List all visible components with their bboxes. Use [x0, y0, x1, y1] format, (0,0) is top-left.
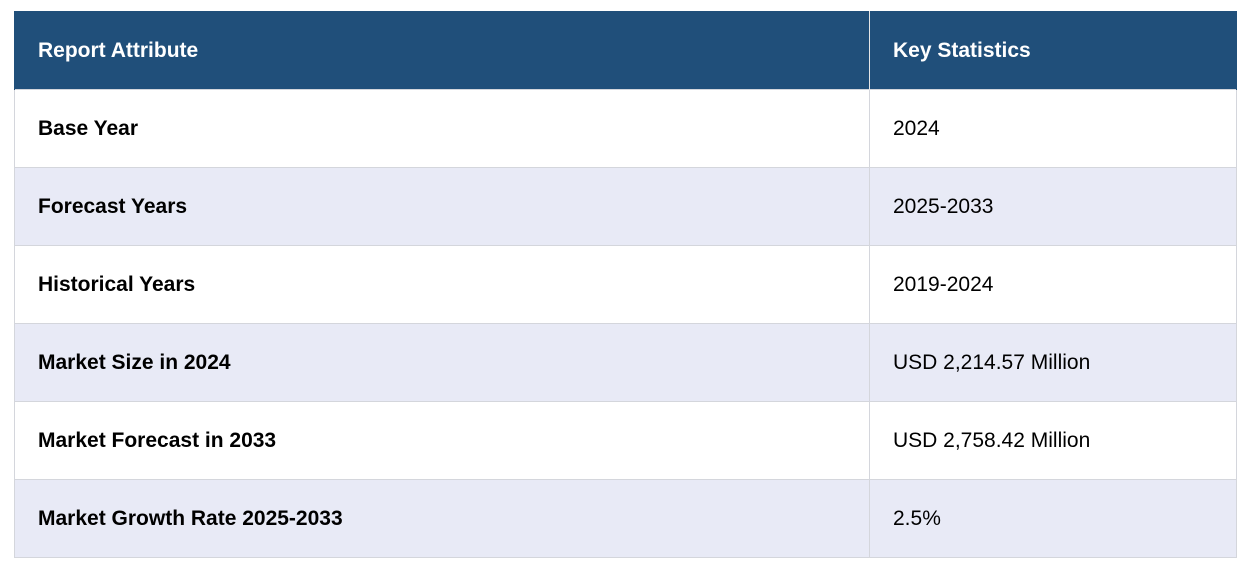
row-attribute: Forecast Years [14, 167, 870, 246]
row-attribute: Market Growth Rate 2025-2033 [14, 479, 870, 558]
row-value: 2019-2024 [869, 245, 1237, 324]
row-value: 2.5% [869, 479, 1237, 558]
table-body: Base Year 2024 Forecast Years 2025-2033 … [14, 89, 1237, 558]
header-key-statistics: Key Statistics [869, 11, 1237, 90]
table-row: Market Forecast in 2033 USD 2,758.42 Mil… [14, 401, 1237, 480]
table-row: Market Growth Rate 2025-2033 2.5% [14, 479, 1237, 558]
row-value: 2025-2033 [869, 167, 1237, 246]
table-row: Forecast Years 2025-2033 [14, 167, 1237, 246]
row-attribute: Market Forecast in 2033 [14, 401, 870, 480]
table-header: Report Attribute Key Statistics [14, 11, 1237, 90]
row-attribute: Historical Years [14, 245, 870, 324]
row-value: 2024 [869, 89, 1237, 168]
row-attribute: Base Year [14, 89, 870, 168]
row-attribute: Market Size in 2024 [14, 323, 870, 402]
report-attributes-table: Report Attribute Key Statistics Base Yea… [14, 11, 1237, 558]
header-report-attribute: Report Attribute [14, 11, 870, 90]
table-row: Base Year 2024 [14, 89, 1237, 168]
row-value: USD 2,758.42 Million [869, 401, 1237, 480]
row-value: USD 2,214.57 Million [869, 323, 1237, 402]
header-row: Report Attribute Key Statistics [14, 11, 1237, 90]
table-row: Market Size in 2024 USD 2,214.57 Million [14, 323, 1237, 402]
report-table-container: Report Attribute Key Statistics Base Yea… [14, 11, 1237, 558]
table-row: Historical Years 2019-2024 [14, 245, 1237, 324]
